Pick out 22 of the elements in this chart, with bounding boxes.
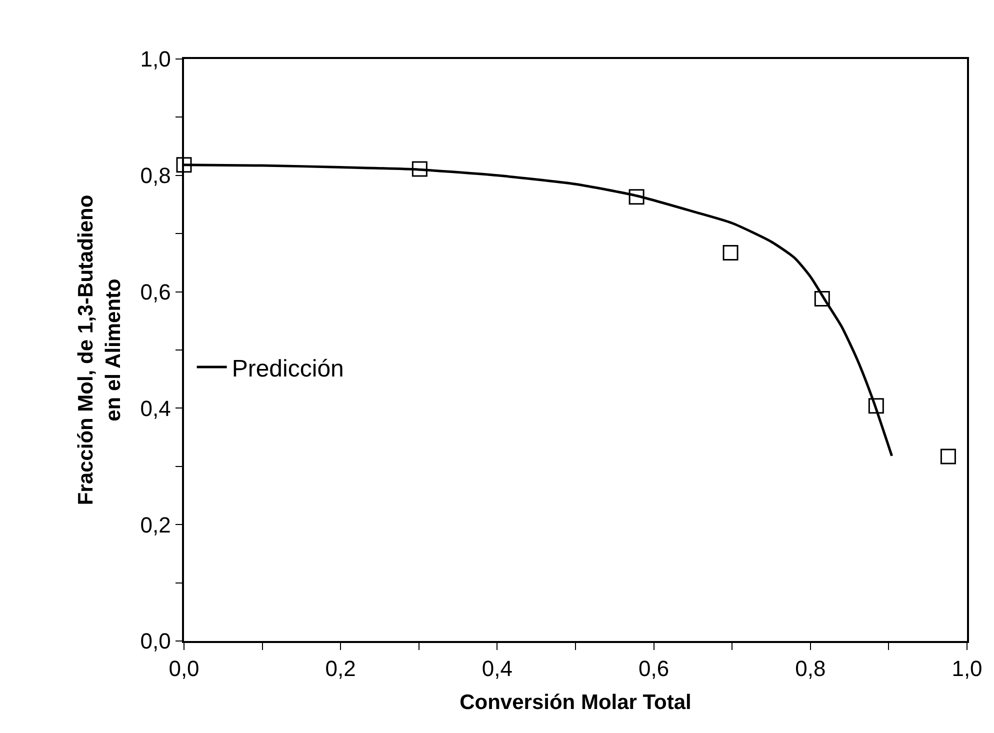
point [940,448,956,464]
x-tick-label: 0,8 [795,656,826,682]
point [722,245,738,261]
x-tick-label: 0,0 [168,656,200,682]
x-tick-label: 0,2 [325,656,356,682]
y-tick-label: 0,2 [140,512,171,538]
x-tick-label: 0,4 [482,656,512,682]
x-tick-label: 0,6 [638,656,670,682]
y-axis-title: Fracción Mol, de 1,3-Butadieno en el Alimento [74,194,125,506]
y-tick-label: 0,0 [140,628,171,654]
y-tick-label: 0,4 [140,396,171,421]
y-tick-label: 0,8 [140,163,171,188]
point [176,157,192,173]
legend-label: Predicción [232,355,344,382]
x-tick-label: 1,0 [952,656,982,682]
y-tick-label: 1,0 [140,46,171,72]
point [412,161,428,177]
y-tick-label: 0,6 [140,280,171,304]
point [868,398,884,414]
x-axis-title: Conversión Molar Total [460,690,692,714]
point [814,291,830,307]
point [628,189,644,205]
